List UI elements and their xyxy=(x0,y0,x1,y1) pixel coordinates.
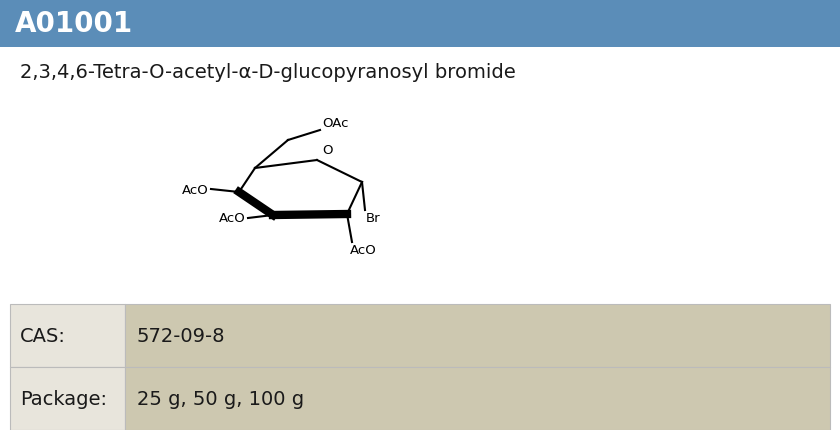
Text: Br: Br xyxy=(366,212,381,224)
Text: A01001: A01001 xyxy=(15,10,133,38)
Text: CAS:: CAS: xyxy=(20,326,66,345)
FancyBboxPatch shape xyxy=(10,304,125,367)
FancyBboxPatch shape xyxy=(10,367,125,430)
Text: AcO: AcO xyxy=(219,212,246,225)
Text: Package:: Package: xyxy=(20,389,107,408)
Text: 25 g, 50 g, 100 g: 25 g, 50 g, 100 g xyxy=(137,389,304,408)
FancyBboxPatch shape xyxy=(125,304,830,367)
Text: AcO: AcO xyxy=(350,243,377,256)
Text: 2,3,4,6-Tetra-O-acetyl-α-D-glucopyranosyl bromide: 2,3,4,6-Tetra-O-acetyl-α-D-glucopyranosy… xyxy=(20,63,516,82)
Text: AcO: AcO xyxy=(182,183,209,196)
FancyBboxPatch shape xyxy=(0,0,840,48)
FancyBboxPatch shape xyxy=(125,367,830,430)
Text: 572-09-8: 572-09-8 xyxy=(137,326,225,345)
Text: O: O xyxy=(322,144,333,157)
Text: OAc: OAc xyxy=(322,117,349,130)
